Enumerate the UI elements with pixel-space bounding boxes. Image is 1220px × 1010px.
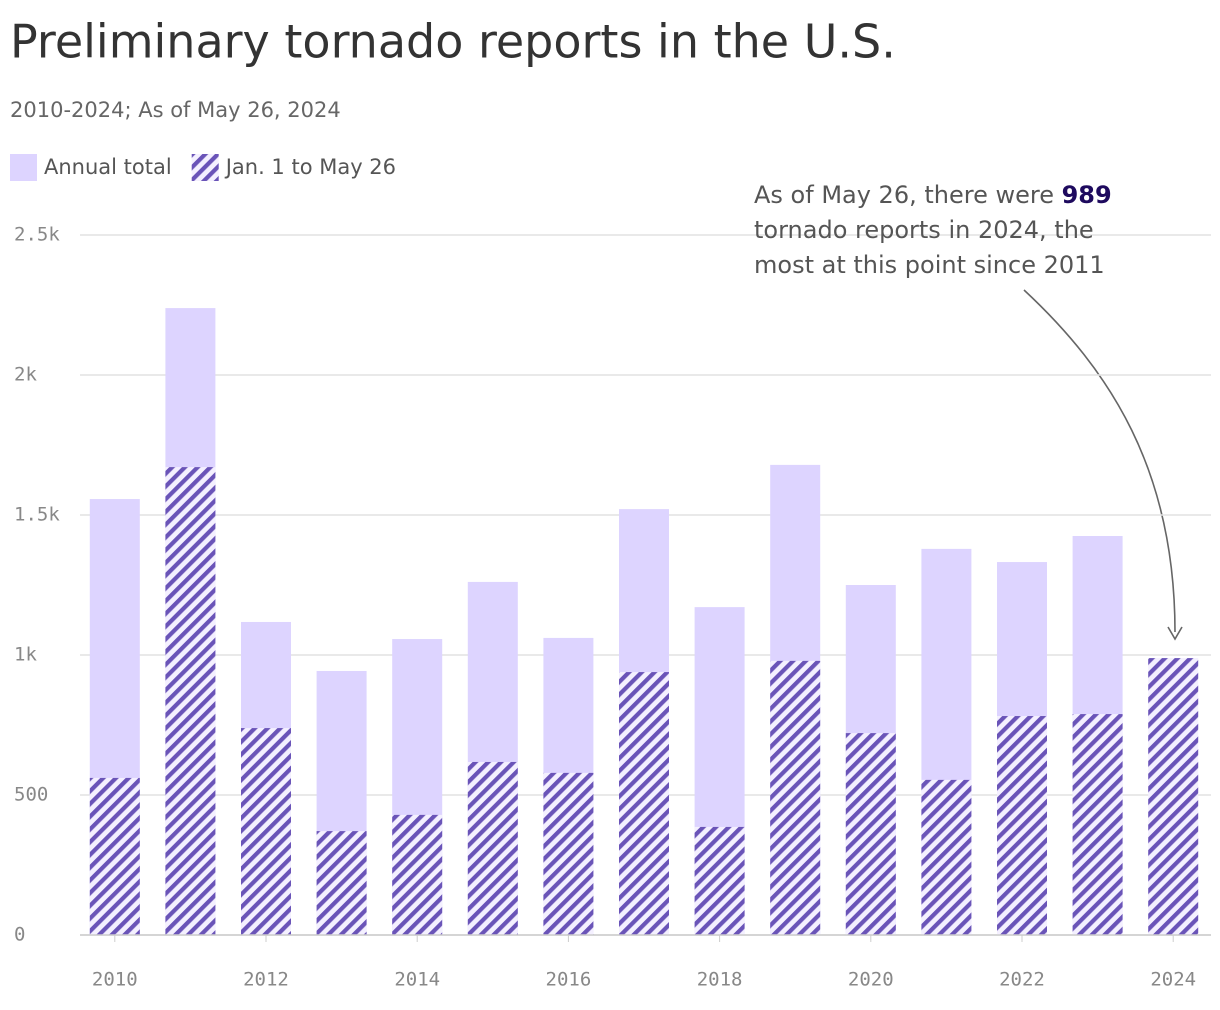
chart-title: Preliminary tornado reports in the U.S.	[10, 15, 896, 69]
x-tick-label: 2020	[848, 969, 894, 991]
annotation: As of May 26, there were 989	[754, 181, 1112, 209]
x-tick-label: 2014	[394, 969, 440, 991]
y-tick-label: 1k	[14, 644, 37, 666]
bar	[997, 716, 1047, 935]
bar	[467, 761, 518, 935]
x-tick-label: 2016	[546, 969, 592, 991]
arrow-head	[1167, 626, 1183, 641]
bar	[619, 672, 669, 935]
legend-swatch	[10, 154, 37, 181]
bar	[845, 733, 896, 935]
bar	[694, 826, 745, 935]
annotation-arrow	[1023, 289, 1176, 633]
chart-subtitle: 2010-2024; As of May 26, 2024	[10, 98, 341, 122]
x-tick-label: 2010	[92, 969, 138, 991]
bar	[89, 777, 140, 935]
x-tick-label: 2022	[999, 969, 1045, 991]
bar	[1072, 714, 1123, 935]
annotation-part: tornado reports in 2024, the	[754, 216, 1094, 244]
annotation-part: 989	[1062, 181, 1112, 209]
annotation: tornado reports in 2024, the	[754, 216, 1094, 244]
y-tick-label: 2k	[14, 364, 37, 386]
bar	[921, 779, 972, 935]
y-tick-label: 500	[14, 784, 48, 806]
bar	[543, 772, 594, 935]
y-tick-label: 1.5k	[14, 504, 60, 526]
x-tick-label: 2012	[243, 969, 289, 991]
bar	[392, 814, 443, 935]
bar	[165, 467, 216, 935]
legend-label: Jan. 1 to May 26	[224, 155, 396, 179]
bar	[316, 831, 367, 935]
annotation-part: As of May 26, there were	[754, 181, 1062, 209]
y-tick-label: 0	[14, 924, 25, 946]
annotation-part: most at this point since 2011	[754, 251, 1105, 279]
bar	[770, 660, 821, 935]
bar	[241, 728, 291, 935]
annotation: most at this point since 2011	[754, 251, 1105, 279]
x-tick-label: 2024	[1150, 969, 1196, 991]
x-tick-label: 2018	[697, 969, 743, 991]
bar	[1148, 658, 1199, 935]
y-tick-label: 2.5k	[14, 224, 60, 246]
legend-swatch	[191, 154, 219, 181]
legend-label: Annual total	[44, 155, 172, 179]
